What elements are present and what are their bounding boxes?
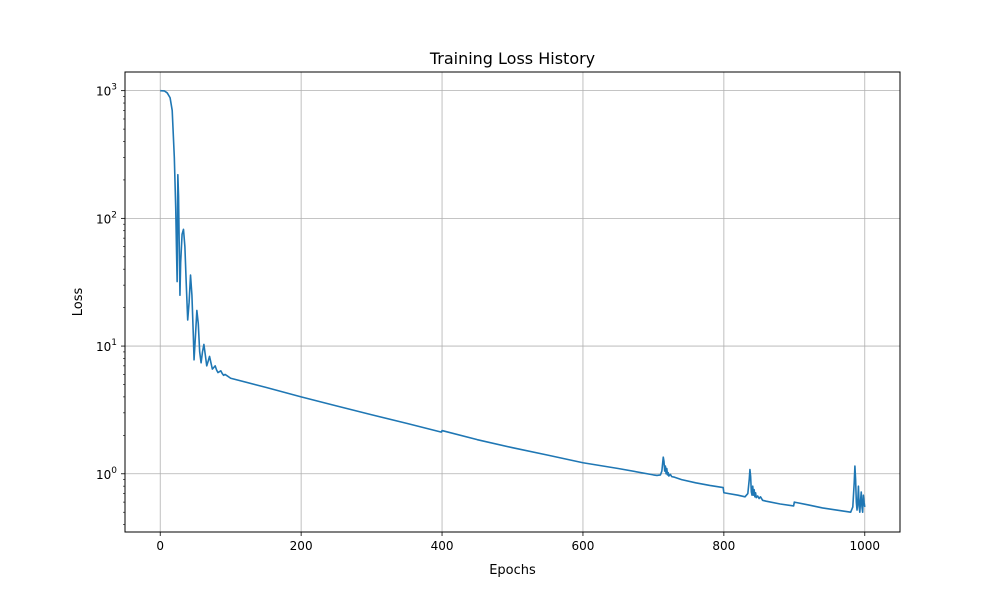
plot-frame [124, 71, 901, 533]
y-tick-label: 100 [96, 466, 117, 482]
x-tick-label: 1000 [849, 539, 880, 553]
chart-title: Training Loss History [429, 49, 595, 68]
x-tick-label: 0 [156, 539, 164, 553]
loss-series-line [160, 89, 866, 514]
x-tick-label: 800 [712, 539, 735, 553]
y-axis-label: Loss [71, 288, 86, 317]
x-tick-label: 600 [572, 539, 595, 553]
x-tick-label: 400 [431, 539, 454, 553]
y-tick-label: 102 [96, 210, 117, 226]
x-tick-label: 200 [290, 539, 313, 553]
x-axis: 0 200 400 600 800 1000 [156, 532, 880, 553]
grid [125, 72, 900, 532]
y-tick-label: 103 [96, 83, 117, 99]
y-tick-label: 101 [96, 338, 117, 354]
x-axis-label: Epochs [489, 563, 536, 578]
series-lines [160, 89, 866, 514]
y-axis: 100 101 102 103 [96, 83, 125, 525]
